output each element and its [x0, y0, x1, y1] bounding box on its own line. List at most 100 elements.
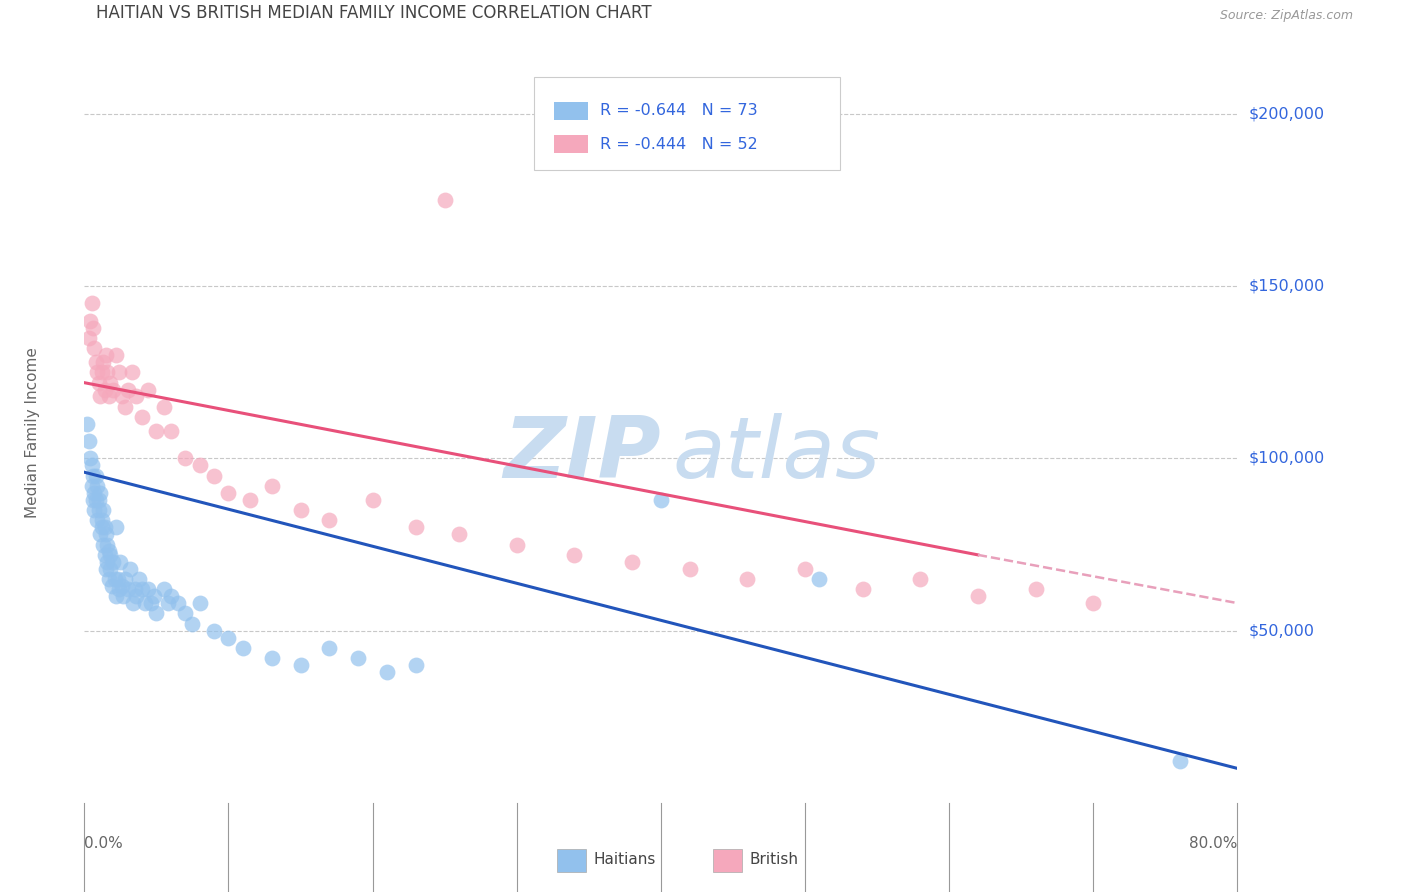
Point [84, 355, 107, 369]
Text: Haitians: Haitians [593, 853, 657, 867]
Point [737, 572, 759, 586]
Point [100, 579, 122, 593]
Point [96, 537, 118, 551]
Point [1083, 596, 1105, 610]
Point [136, 383, 159, 397]
Text: 80.0%: 80.0% [1189, 836, 1237, 851]
Point [290, 658, 312, 673]
Bar [557, 849, 586, 871]
Point [84, 492, 107, 507]
Point [89, 486, 111, 500]
Point [97, 389, 120, 403]
Point [167, 596, 190, 610]
FancyBboxPatch shape [534, 78, 839, 169]
Point [239, 492, 262, 507]
Point [564, 548, 586, 562]
Point [98, 376, 121, 390]
Point [77, 331, 100, 345]
Point [318, 513, 340, 527]
Point [506, 537, 529, 551]
Point [82, 468, 104, 483]
Point [86, 365, 108, 379]
Point [87, 503, 110, 517]
Point [111, 579, 134, 593]
Point [93, 520, 115, 534]
Point [145, 607, 167, 621]
Point [83, 486, 105, 500]
Point [79, 314, 101, 328]
Point [152, 582, 174, 597]
Point [76, 417, 98, 431]
Point [94, 527, 117, 541]
Point [93, 383, 115, 397]
Point [97, 572, 120, 586]
Point [86, 513, 108, 527]
Point [174, 607, 197, 621]
Point [96, 555, 118, 569]
Point [91, 355, 114, 369]
Point [105, 589, 128, 603]
Point [114, 572, 136, 586]
Point [82, 492, 104, 507]
Point [104, 572, 127, 586]
Point [87, 376, 110, 390]
Point [405, 658, 427, 673]
Point [152, 400, 174, 414]
Point [97, 544, 120, 558]
Point [160, 424, 183, 438]
Point [794, 561, 817, 575]
Text: British: British [749, 853, 799, 867]
Point [136, 582, 159, 597]
Point [174, 451, 197, 466]
Point [145, 424, 167, 438]
Point [160, 589, 183, 603]
Point [188, 458, 211, 473]
Point [83, 341, 105, 355]
Point [98, 561, 121, 575]
Point [90, 365, 112, 379]
Point [105, 520, 128, 534]
Point [80, 296, 103, 310]
Point [188, 596, 211, 610]
Point [202, 624, 225, 638]
Point [77, 434, 100, 449]
Point [852, 582, 875, 597]
Point [82, 320, 104, 334]
Text: 0.0%: 0.0% [84, 836, 124, 851]
Point [114, 400, 136, 414]
Point [910, 572, 932, 586]
Point [260, 651, 283, 665]
Point [117, 582, 139, 597]
Point [142, 589, 165, 603]
Point [79, 451, 101, 466]
Point [260, 479, 283, 493]
Point [1168, 755, 1191, 769]
Point [1025, 582, 1047, 597]
Point [103, 555, 124, 569]
Point [405, 520, 427, 534]
Point [347, 651, 370, 665]
Point [122, 596, 145, 610]
Point [83, 503, 105, 517]
Point [125, 589, 148, 603]
Bar [713, 849, 741, 871]
Point [110, 555, 132, 569]
Point [80, 458, 103, 473]
Point [124, 582, 146, 597]
Text: R = -0.644   N = 73: R = -0.644 N = 73 [600, 103, 758, 119]
Point [111, 389, 134, 403]
Text: atlas: atlas [672, 413, 880, 496]
Point [86, 479, 108, 493]
Point [96, 365, 118, 379]
Point [80, 479, 103, 493]
Point [91, 537, 114, 551]
Text: $150,000: $150,000 [1249, 279, 1324, 293]
Point [94, 561, 117, 575]
Point [361, 492, 384, 507]
Text: R = -0.444   N = 52: R = -0.444 N = 52 [600, 136, 758, 152]
Point [318, 640, 340, 655]
Point [181, 616, 204, 631]
Point [290, 503, 312, 517]
Point [128, 572, 150, 586]
Point [112, 589, 135, 603]
